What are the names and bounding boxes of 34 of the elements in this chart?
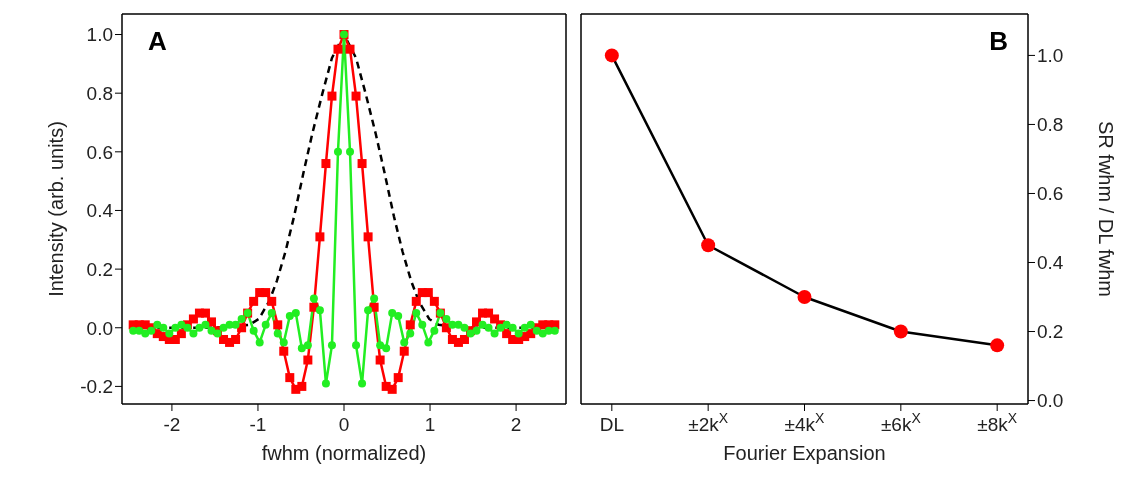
point	[604, 48, 619, 63]
x-axis-title: fwhm (normalized)	[261, 442, 427, 464]
y-tick-label: 0.0	[86, 317, 113, 339]
x-tick-label: ±2k$^{X}$	[688, 409, 729, 435]
y-tick-label: 1.0	[86, 24, 113, 46]
y-axis-title: Intensity (arb. units)	[45, 121, 68, 297]
y-tick-label: 0.8	[86, 82, 113, 104]
x-tick-label: DL	[599, 414, 624, 435]
y-tick-label: 0.6	[86, 141, 113, 163]
y-tick-label: 0.2	[86, 258, 113, 280]
y-tick-label: 0.4	[86, 200, 114, 222]
x-tick-label: 0	[338, 414, 350, 435]
x-axis-title: Fourier Expansion	[723, 442, 886, 464]
point	[701, 238, 716, 253]
x-tick-label: ±4k$^{X}$	[784, 409, 826, 435]
x-tick-label: ±6k$^{X}$	[880, 409, 922, 435]
point	[797, 290, 812, 305]
y2-tick-label: 0.2	[1037, 321, 1064, 343]
annotation: A	[148, 26, 167, 57]
y2-tick-label: 0.8	[1037, 114, 1064, 136]
y-tick-label: -0.2	[80, 376, 113, 398]
y2-tick-label: 0.4	[1037, 252, 1064, 274]
y2-axis-title: SR fwhm / DL fwhm	[1094, 121, 1117, 297]
y2-tick-label: 0.0	[1037, 390, 1064, 412]
y2-tick-label: 1.0	[1037, 45, 1064, 67]
point	[893, 324, 908, 339]
x-tick-label: ±8k$^{X}$	[977, 409, 1018, 435]
x-tick-label: -1	[249, 414, 267, 435]
x-tick-label: 2	[510, 414, 522, 435]
x-tick-label: 1	[424, 414, 436, 435]
annotation: B	[989, 26, 1008, 57]
point	[990, 338, 1005, 353]
x-tick-label: -2	[163, 414, 181, 435]
y2-tick-label: 0.6	[1037, 183, 1064, 205]
